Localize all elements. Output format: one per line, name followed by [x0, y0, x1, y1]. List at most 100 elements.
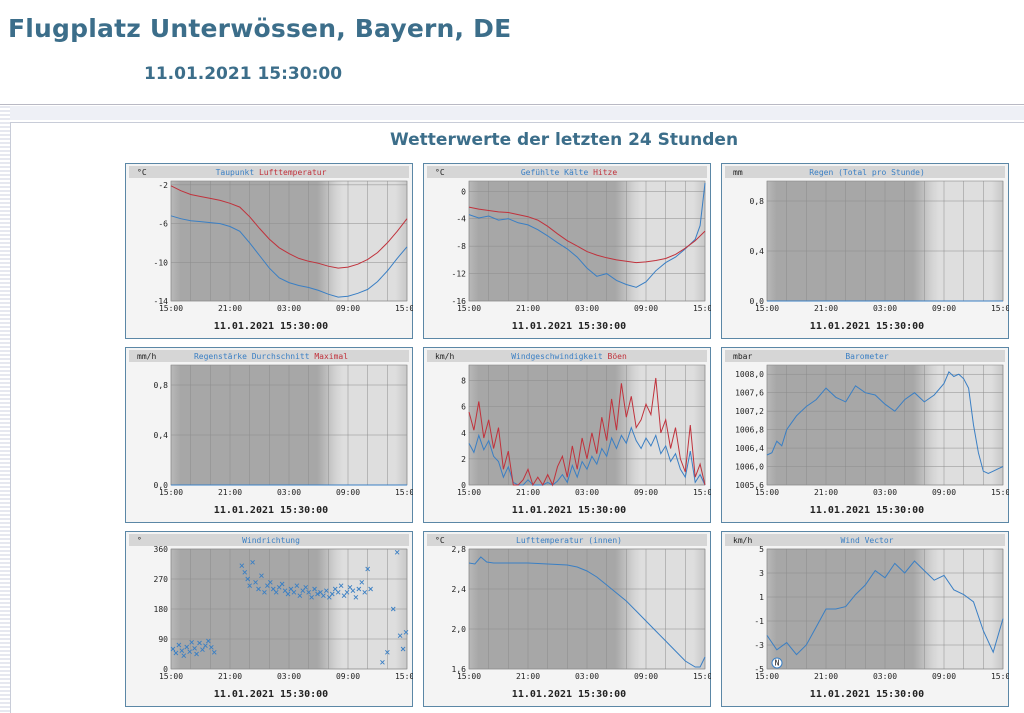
x-tick-label: 15:00 [693, 672, 711, 681]
data-point [385, 650, 390, 655]
x-tick-label: 09:00 [336, 488, 360, 497]
data-point [259, 573, 264, 578]
chart-panel-wind-speed[interactable]: km/h Windgeschwindigkeit Böen 0 2 4 6 8 15:00 21… [423, 347, 711, 523]
x-tick-label: 21:00 [814, 488, 838, 497]
x-tick-label: 15:00 [159, 488, 183, 497]
series-line [468, 377, 706, 487]
panel-title-bar [725, 166, 1005, 178]
chart-timestamp: 11.01.2021 15:30:00 [810, 689, 924, 700]
chart-title-part: Windgeschwindigkeit [511, 352, 603, 361]
chart-panel-indoor-temp[interactable]: °C Lufttemperatur (innen) 1,6 2,0 2,4 2,8 15:0… [423, 531, 711, 707]
unit-label: mm [733, 168, 743, 177]
data-point [250, 560, 255, 565]
x-tick-label: 15:00 [755, 488, 779, 497]
y-tick-label: -3 [754, 641, 764, 650]
x-tick-label: 21:00 [218, 672, 242, 681]
x-tick-label: 15:00 [457, 304, 481, 313]
y-tick-label: 180 [154, 605, 169, 614]
chart-panel-wind-direction[interactable]: ° Windrichtung 0 90 180 270 360 15:00 21:00 03:00… [125, 531, 413, 707]
data-point [253, 580, 258, 585]
chart-timestamp: 11.01.2021 15:30:00 [512, 321, 626, 332]
y-tick-label: 1006,0 [735, 463, 764, 472]
panel-title-bar [427, 534, 707, 546]
chart-svg: mm Regen (Total pro Stunde) 0,0 0,4 0,8 15:00… [721, 163, 1009, 339]
x-tick-label: 09:00 [932, 304, 956, 313]
unit-label: °C [435, 168, 445, 177]
y-tick-label: -10 [154, 258, 169, 267]
y-tick-label: 90 [158, 635, 168, 644]
y-tick-label: 0,0 [154, 481, 169, 490]
data-point [267, 580, 273, 585]
y-tick-label: -14 [154, 297, 169, 306]
page-header: Flugplatz Unterwössen, Bayern, DE 11.01.… [0, 0, 1024, 105]
unit-label: °C [137, 168, 147, 177]
y-tick-label: 0,8 [750, 197, 765, 206]
y-tick-label: 0,4 [750, 247, 765, 256]
chart-title-part: Gefühlte Kälte [521, 168, 589, 177]
unit-label: ° [137, 536, 142, 545]
y-tick-label: -1 [754, 617, 764, 626]
header-band [0, 106, 1024, 120]
y-tick-label: -12 [452, 270, 467, 279]
data-point [297, 593, 303, 598]
chart-panel-wind-vector[interactable]: km/h Wind Vector -5 -3 -1 1 3 5 15:00 21:00 03:00 0… [721, 531, 1009, 707]
x-tick-label: 15:00 [159, 672, 183, 681]
y-tick-label: 1 [759, 593, 764, 602]
y-tick-label: 1005,6 [735, 481, 764, 490]
chart-timestamp: 11.01.2021 15:30:00 [214, 321, 328, 332]
x-tick-label: 15:00 [693, 304, 711, 313]
unit-label: °C [435, 536, 445, 545]
chart-title-part: Wind Vector [841, 536, 894, 545]
x-tick-label: 21:00 [814, 304, 838, 313]
chart-svg: ° Windrichtung 0 90 180 270 360 15:00 21:00 03:00… [125, 531, 413, 707]
chart-title-part: Barometer [845, 352, 889, 361]
data-point [338, 583, 344, 588]
y-tick-label: 360 [154, 545, 169, 554]
data-point [245, 576, 251, 582]
chart-title-part: Böen [603, 352, 627, 361]
data-point [368, 586, 373, 592]
y-tick-label: 1,6 [452, 665, 467, 674]
data-point [192, 646, 197, 651]
x-tick-label: 15:00 [991, 488, 1009, 497]
panel-title-bar [427, 166, 707, 178]
data-point [315, 591, 320, 597]
data-point [187, 649, 193, 654]
y-tick-label: 2,8 [452, 545, 467, 554]
data-point [359, 580, 365, 585]
data-point [390, 606, 396, 612]
chart-title-part: Lufttemperatur (innen) [516, 536, 622, 545]
data-point [194, 651, 199, 657]
y-tick-label: -5 [754, 665, 764, 674]
data-point [197, 640, 202, 646]
chart-svg: mbar Barometer 1005,6 1006,0 1006,4 1006,8 100… [721, 347, 1009, 523]
x-tick-label: 03:00 [277, 304, 301, 313]
data-point [309, 595, 314, 600]
series-line [468, 206, 706, 264]
x-tick-label: 09:00 [634, 488, 658, 497]
chart-svg: km/h Windgeschwindigkeit Böen 0 2 4 6 8 15:00 21… [423, 347, 711, 523]
x-tick-label: 15:00 [755, 672, 779, 681]
data-point [394, 550, 400, 555]
chart-timestamp: 11.01.2021 15:30:00 [512, 689, 626, 700]
data-point [184, 644, 190, 650]
chart-panel-dewpoint-temp[interactable]: °C Taupunkt Lufttemperatur -2 -6 -10 -14 15:00… [125, 163, 413, 339]
data-point [400, 646, 406, 652]
chart-timestamp: 11.01.2021 15:30:00 [512, 505, 626, 516]
chart-title-part: Windrichtung [242, 536, 300, 545]
chart-panel-rain-rate[interactable]: mm/h Regenstärke Durchschnitt Maximal 0,0 0… [125, 347, 413, 523]
y-tick-label: 2,4 [452, 585, 467, 594]
chart-panel-rain[interactable]: mm Regen (Total pro Stunde) 0,0 0,4 0,8 15:00… [721, 163, 1009, 339]
chart-title: Wind Vector [841, 536, 894, 545]
data-point [356, 586, 362, 592]
data-point [176, 642, 182, 648]
series-line [468, 183, 706, 288]
chart-panel-windchill-heat[interactable]: °C Gefühlte Kälte Hitze 0 -4 -8 -12 -16 15:00 21… [423, 163, 711, 339]
x-tick-label: 09:00 [336, 672, 360, 681]
x-tick-label: 03:00 [575, 488, 599, 497]
data-point [279, 581, 285, 587]
x-tick-label: 15:00 [395, 672, 413, 681]
chart-panel-barometer[interactable]: mbar Barometer 1005,6 1006,0 1006,4 1006,8 100… [721, 347, 1009, 523]
data-point [350, 588, 356, 593]
chart-title-part: Lufttemperatur [254, 168, 326, 177]
